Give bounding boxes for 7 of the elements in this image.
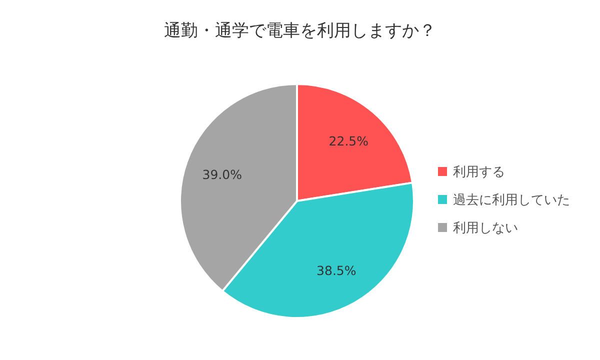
data-label: 22.5%: [328, 134, 369, 148]
legend-label: 利用しない: [453, 221, 518, 236]
chart-title: 通勤・通学で電車を利用しますか？: [164, 21, 436, 41]
data-label: 39.0%: [202, 167, 242, 182]
legend-label: 過去に利用していた: [453, 193, 570, 208]
data-label: 38.5%: [316, 263, 356, 278]
legend-label: 利用する: [453, 165, 505, 180]
